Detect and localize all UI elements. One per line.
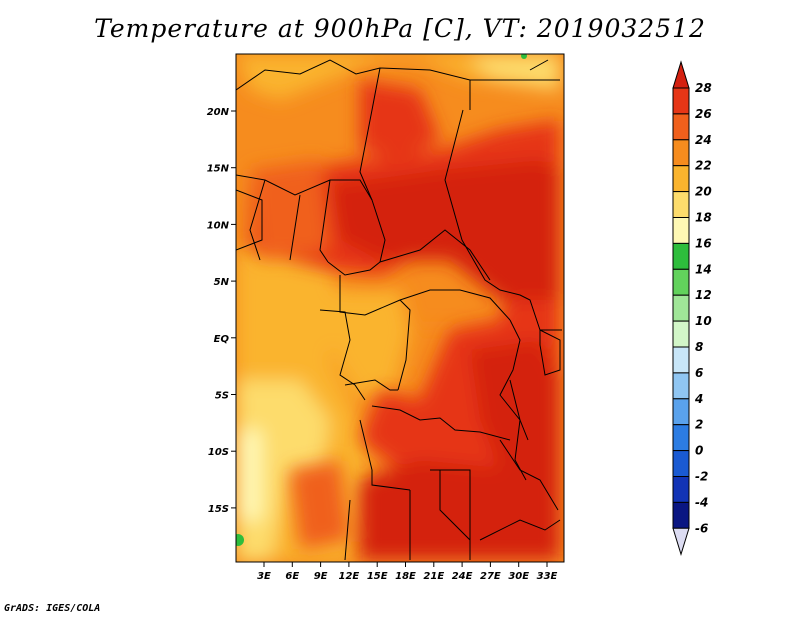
colorbar-label: 12 xyxy=(695,288,712,302)
colorbar-label: 6 xyxy=(695,366,703,380)
lat-tick-label: 20N xyxy=(207,107,230,118)
lon-tick-label: 21E xyxy=(423,571,444,582)
colorbar-label: 16 xyxy=(695,236,712,250)
colorbar-label: 8 xyxy=(695,340,703,354)
colorbar-band xyxy=(672,398,690,426)
lat-tick-label: 5N xyxy=(214,277,230,288)
colorbar-label: 0 xyxy=(695,444,703,458)
lon-tick-label: 33E xyxy=(537,571,558,582)
colorbar-label: -4 xyxy=(695,495,708,509)
colorbar-label: 14 xyxy=(695,262,712,276)
colorbar-label: 18 xyxy=(695,211,712,225)
country-borders xyxy=(236,59,562,561)
colorbar-band xyxy=(672,372,690,400)
lat-tick-label: 5S xyxy=(215,391,229,402)
colorbar-band xyxy=(672,191,690,219)
lon-tick-label: 15E xyxy=(367,571,388,582)
lon-tick-label: 27E xyxy=(480,571,501,582)
colorbar-label: 2 xyxy=(695,418,703,432)
colorbar-band xyxy=(672,424,690,452)
lon-tick-label: 3E xyxy=(257,571,271,582)
colorbar-band xyxy=(672,294,690,322)
map-frame xyxy=(235,53,565,563)
colorbar-label: 24 xyxy=(695,133,712,147)
colorbar-label: 20 xyxy=(695,185,712,199)
latitude-axis: 20N 15N 10N 5N EQ 5S 10S 15S xyxy=(207,107,236,515)
colorbar-bottom-arrow xyxy=(672,527,690,557)
colorbar-label: 4 xyxy=(694,392,703,406)
colorbar-label: -2 xyxy=(695,470,708,484)
temperature-field xyxy=(236,54,564,562)
longitude-axis: 3E 6E 9E 12E 15E 18E 21E 24E 27E 30E 33E xyxy=(257,562,558,582)
lat-tick-label: 15S xyxy=(208,504,229,515)
lon-tick-label: 6E xyxy=(285,571,299,582)
colorbar-band xyxy=(672,217,690,244)
lon-tick-label: 9E xyxy=(314,571,328,582)
colorbar-band xyxy=(672,165,690,193)
colorbar-label: 26 xyxy=(695,107,712,121)
grads-credit: GrADS: IGES/COLA xyxy=(4,603,101,614)
map-title: Temperature at 900hPa [C], VT: 201903251… xyxy=(94,14,706,43)
colorbar-band xyxy=(672,501,690,529)
lat-tick-label: EQ xyxy=(214,334,230,345)
colorbar-band xyxy=(672,320,690,348)
colorbar-band xyxy=(672,346,690,374)
colorbar-label: 10 xyxy=(695,314,712,328)
lon-tick-label: 30E xyxy=(508,571,529,582)
lat-tick-label: 10S xyxy=(208,447,229,458)
colorbar-band xyxy=(672,450,690,478)
colorbar-top-arrow xyxy=(672,60,690,89)
lon-tick-label: 24E xyxy=(452,571,473,582)
colorbar-band xyxy=(672,139,690,167)
lat-tick-label: 15N xyxy=(207,164,230,175)
colorbar-label: 28 xyxy=(695,81,712,95)
lon-tick-label: 18E xyxy=(395,571,416,582)
lat-tick-label: 10N xyxy=(207,220,230,231)
colorbar-band xyxy=(672,268,690,296)
colorbar-label: -6 xyxy=(695,521,708,535)
lon-tick-label: 12E xyxy=(339,571,360,582)
colorbar-label: 22 xyxy=(695,159,712,173)
colorbar-band xyxy=(672,242,690,270)
colorbar-band xyxy=(672,87,690,115)
colorbar-band xyxy=(672,476,690,503)
colorbar-band xyxy=(672,113,690,141)
